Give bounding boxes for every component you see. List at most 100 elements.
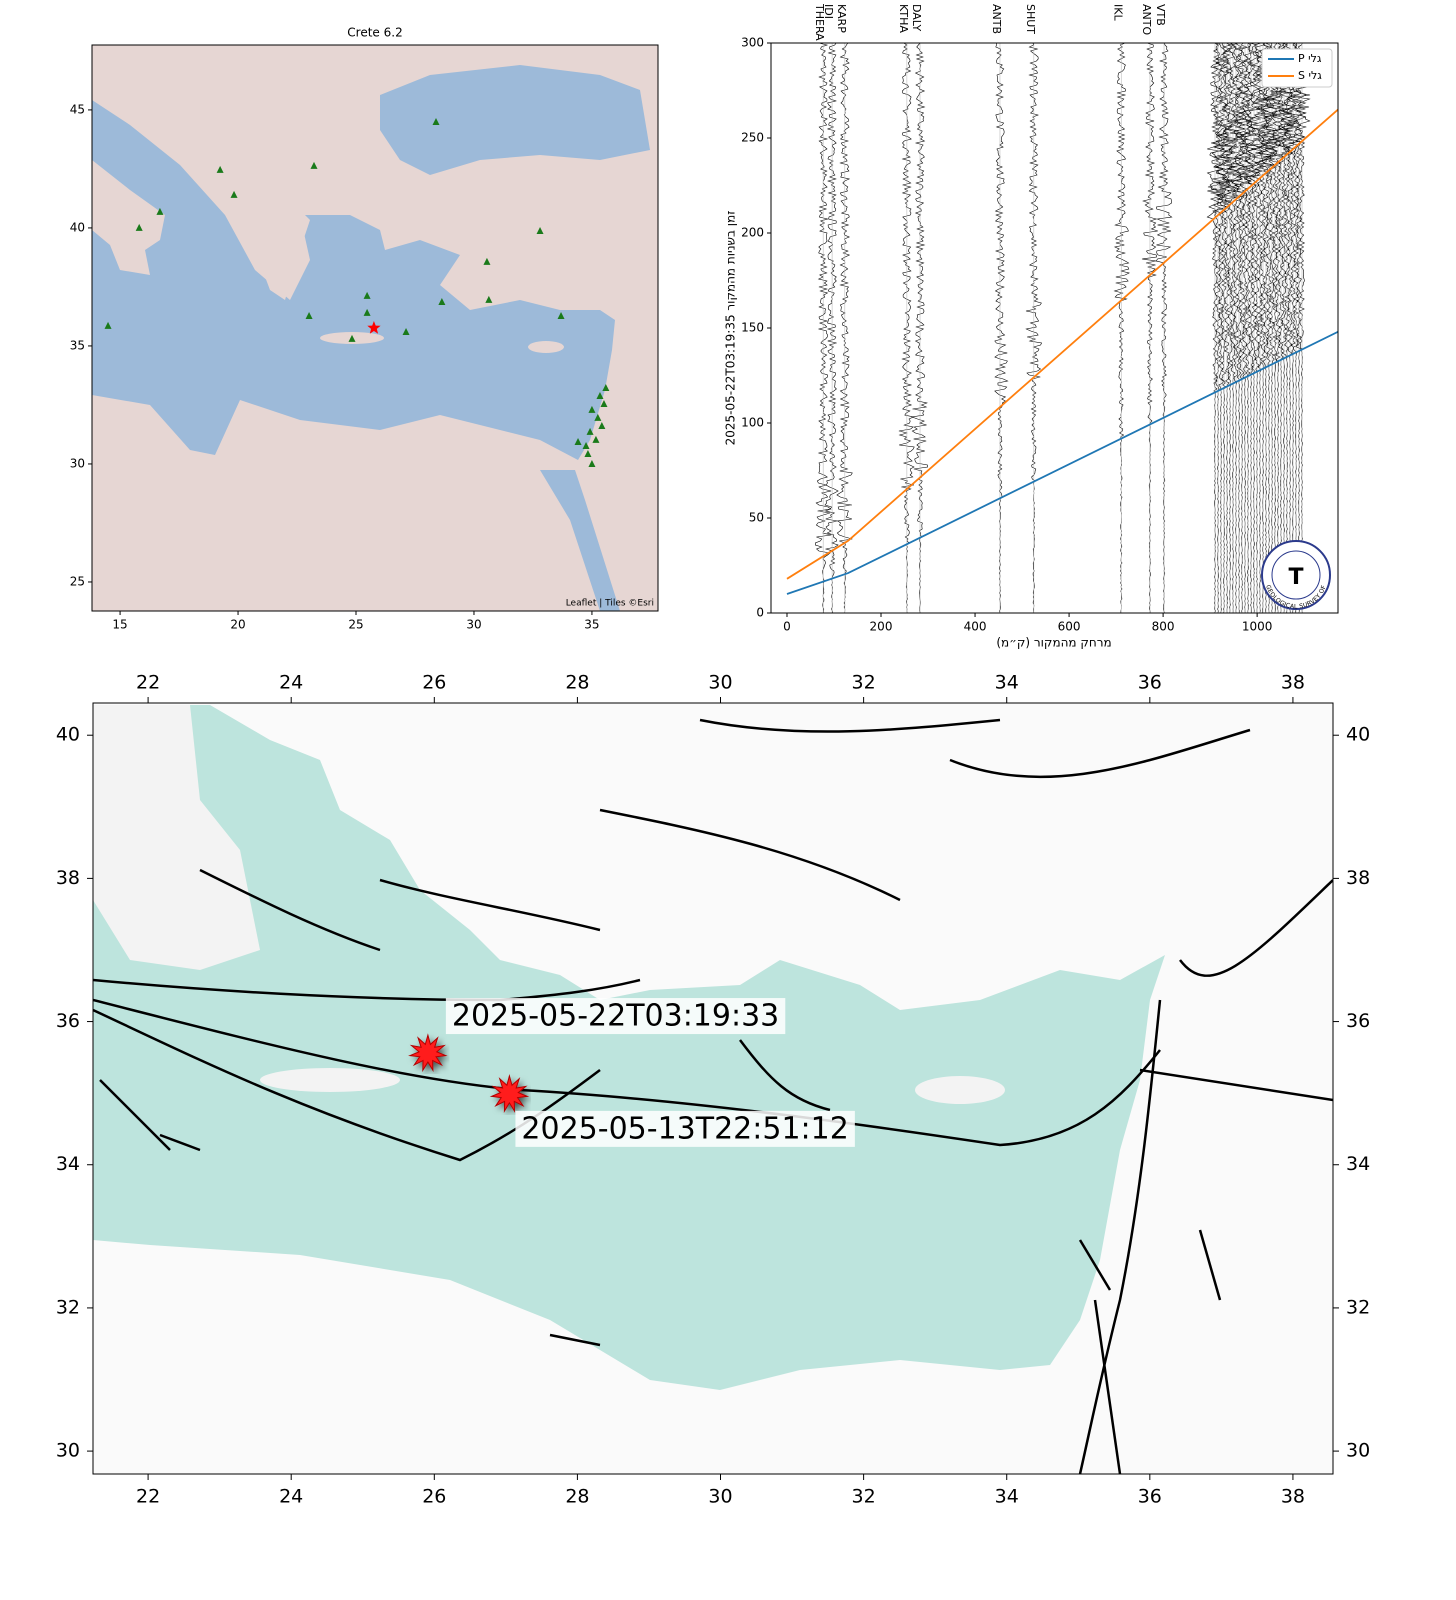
x-axis-label: מרחק מהמקור (ק״מ): [996, 636, 1111, 650]
y-tick-label: 100: [741, 416, 764, 430]
station: [600, 400, 608, 408]
station: [596, 391, 604, 399]
y-tick-label: 40: [56, 724, 80, 746]
station: [135, 223, 143, 231]
x-tick-label: 35: [584, 618, 599, 632]
waveform-cluster: [1264, 43, 1280, 613]
waveform-cluster: [1270, 43, 1286, 613]
station: [216, 165, 224, 173]
y-tick-label: 34: [1346, 1153, 1370, 1175]
y-tick-label: 40: [1346, 724, 1370, 746]
y-tick-label: 250: [741, 131, 764, 145]
x-tick-label: 30: [708, 1486, 732, 1508]
x-tick-label: 26: [422, 672, 446, 694]
station: [438, 298, 446, 306]
travel-time-line: [786, 108, 1338, 580]
waveform: [910, 43, 929, 613]
station: [363, 308, 371, 316]
x-tick-label: 25: [348, 618, 363, 632]
attribution: Leaflet | Tiles ©Esri: [566, 599, 654, 609]
station: [598, 421, 606, 429]
x-tick-label: 34: [995, 1486, 1019, 1508]
x-tick-label: 28: [565, 672, 589, 694]
station: [483, 257, 491, 265]
y-tick-label: 200: [741, 226, 764, 240]
x-tick-label: 32: [852, 672, 876, 694]
y-tick-label: 50: [749, 511, 764, 525]
station-label: KTHA: [897, 4, 910, 33]
x-tick-label: 30: [708, 672, 732, 694]
station: [305, 311, 313, 319]
station: [485, 295, 493, 303]
event-label: 2025-05-13T22:51:12: [521, 1111, 848, 1146]
x-tick-label: 0: [783, 620, 791, 634]
station: [230, 190, 238, 198]
x-tick-label: 22: [136, 672, 160, 694]
x-tick-label: 1000: [1242, 620, 1273, 634]
y-tick-label: 40: [70, 220, 85, 234]
waveform: [836, 43, 853, 613]
y-tick-label: 32: [56, 1296, 80, 1318]
event-marker: [408, 1033, 448, 1073]
x-tick-label: 32: [852, 1486, 876, 1508]
station: [432, 117, 440, 125]
waveform: [994, 43, 1009, 613]
station-label: ANTO: [1140, 4, 1153, 35]
y-tick-label: 38: [1346, 867, 1370, 889]
x-tick-label: 20: [230, 618, 245, 632]
station-map: 15 20 25 30 35 25 30 35 40 45: [70, 102, 610, 632]
event-label-bg: [515, 1110, 855, 1147]
waveform-cluster: [1251, 43, 1268, 613]
waveform-cluster: [1294, 43, 1311, 613]
x-tick-label: 24: [279, 672, 303, 694]
y-tick-label: 34: [56, 1153, 80, 1175]
event-label: 2025-05-22T03:19:33: [452, 999, 779, 1034]
station: [557, 311, 565, 319]
waveform-cluster: [1257, 43, 1275, 613]
station: [594, 413, 602, 421]
legend-label: S גלי: [1298, 69, 1322, 82]
x-tick-label: 30: [466, 618, 481, 632]
x-tick-label: 38: [1281, 672, 1305, 694]
x-tick-label: 28: [565, 1486, 589, 1508]
y-tick-label: 30: [1346, 1440, 1370, 1462]
traces: [786, 43, 1338, 613]
event-marker: [489, 1074, 530, 1113]
station-label: VTB: [1154, 4, 1167, 26]
y-tick-label: 32: [1346, 1296, 1370, 1318]
fault-map-base: [93, 703, 1333, 1474]
x-tick-label: 34: [995, 672, 1019, 694]
station-map-base: [92, 45, 658, 611]
station: [536, 226, 544, 234]
x-tick-label: 600: [1058, 620, 1081, 634]
station: [602, 383, 610, 391]
y-tick-label: 38: [56, 867, 80, 889]
waveform-cluster: [1239, 43, 1256, 613]
waveform: [824, 43, 839, 613]
station-map-title: Crete 6.2: [347, 26, 402, 40]
station-map-frame: [91, 44, 659, 612]
x-tick-label: 38: [1281, 1486, 1305, 1508]
station-label: KARP: [835, 4, 848, 33]
y-tick-label: 36: [56, 1010, 80, 1032]
y-tick-label: 150: [741, 321, 764, 335]
svg-text:T: T: [1288, 565, 1303, 590]
station: [586, 427, 594, 435]
x-tick-label: 26: [422, 1486, 446, 1508]
record-frame: [770, 42, 1339, 614]
station: [582, 442, 590, 450]
record-section: 0 200 400 600 800 1000 0 50 100 150 200 250 300 מרחק …: [724, 3, 1338, 650]
fault-map: 22 22 24 24 26 26 28 28 30 30 32 32 34 34 36 36 38 38 30 30…: [56, 672, 1370, 1508]
station-label: THERA: [813, 3, 826, 41]
waveform: [814, 43, 832, 613]
station-label: ANTB: [990, 4, 1003, 34]
y-tick-label: 45: [70, 102, 85, 116]
y-tick-label: 30: [70, 456, 85, 470]
station: [588, 405, 596, 413]
station: [402, 328, 410, 336]
station-label: DALY: [910, 4, 923, 31]
y-tick-label: 25: [70, 574, 85, 588]
station: [592, 435, 600, 443]
epicenter: [367, 321, 381, 334]
station: [588, 459, 596, 467]
